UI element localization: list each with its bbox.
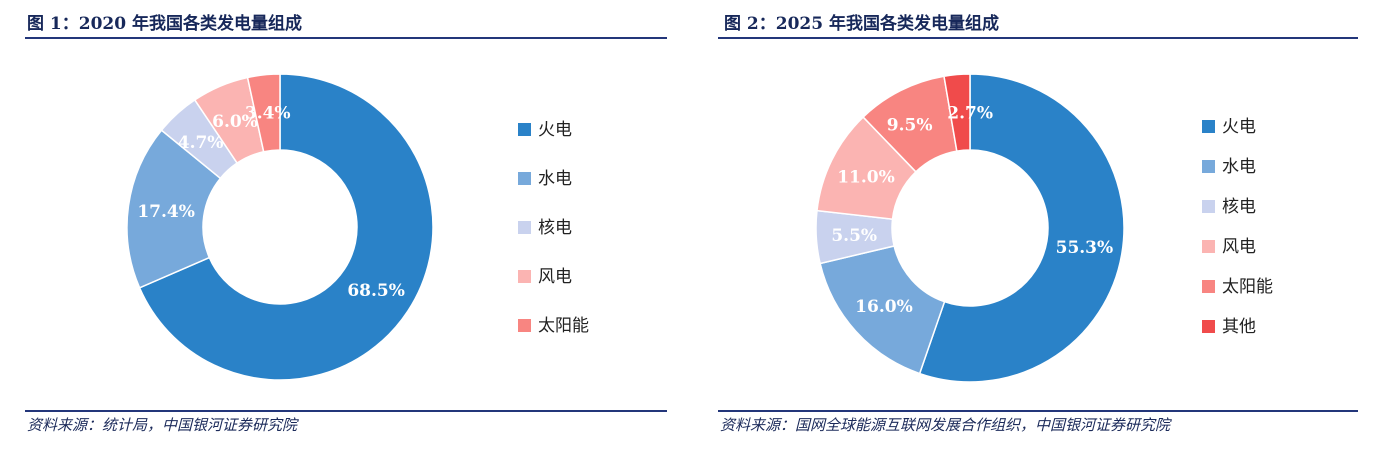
legend-item: 火电 — [538, 120, 572, 140]
slice-label: 17.4% — [137, 202, 195, 222]
slice-label: 6.0% — [212, 112, 258, 132]
title-rule — [25, 37, 667, 39]
legend-item: 核电 — [538, 218, 572, 238]
legend-item: 风电 — [538, 267, 572, 287]
slice-label: 16.0% — [855, 297, 913, 317]
figure-title: 图 1：2020 年我国各类发电量组成 — [27, 14, 302, 34]
slice-label: 3.4% — [245, 104, 291, 124]
slice-label: 55.3% — [1056, 238, 1114, 258]
legend-item: 火电 — [1222, 117, 1256, 137]
slice-label: 2.7% — [947, 103, 993, 123]
legend-item: 风电 — [1222, 237, 1256, 257]
legend-item: 其他 — [1222, 317, 1256, 337]
legend-item: 水电 — [1222, 157, 1256, 177]
legend-swatch — [1202, 320, 1215, 333]
slice-label: 4.7% — [178, 133, 224, 153]
legend-swatch — [1202, 280, 1215, 293]
source-rule — [25, 410, 667, 412]
legend-swatch — [518, 123, 531, 136]
legend-item: 太阳能 — [538, 316, 589, 336]
slice-水电 — [126, 129, 222, 289]
chart-panel-2020: 图 1：2020 年我国各类发电量组成 68.5% 17.4% 4.7% 6.0% 3.… — [0, 0, 680, 463]
slice-其他 — [943, 73, 971, 152]
slice-火电 — [138, 73, 434, 381]
legend-swatch — [518, 172, 531, 185]
source-note: 资料来源：国网全球能源互联网发展合作组织，中国银河证券研究院 — [720, 416, 1171, 434]
legend-item: 核电 — [1222, 197, 1256, 217]
chart-panel-2025: 图 2：2025 年我国各类发电量组成 55.3% 16.0% 5.5% 11.0% 9… — [713, 0, 1375, 463]
legend-swatch — [1202, 240, 1215, 253]
figure-title: 图 2：2025 年我国各类发电量组成 — [724, 14, 999, 34]
slice-label: 11.0% — [837, 168, 895, 188]
legend-swatch — [518, 270, 531, 283]
slice-火电 — [918, 73, 1125, 383]
legend-swatch — [518, 221, 531, 234]
slice-label: 68.5% — [347, 281, 405, 301]
legend-swatch — [1202, 160, 1215, 173]
legend-item: 太阳能 — [1222, 277, 1273, 297]
source-rule — [718, 410, 1358, 412]
legend-item: 水电 — [538, 169, 572, 189]
legend-swatch — [518, 319, 531, 332]
legend-swatch — [1202, 200, 1215, 213]
title-rule — [718, 37, 1358, 39]
slice-label: 9.5% — [887, 115, 933, 135]
source-note: 资料来源：统计局，中国银河证券研究院 — [27, 416, 298, 434]
slice-label: 5.5% — [831, 226, 877, 246]
slice-太阳能 — [246, 73, 281, 153]
legend-swatch — [1202, 120, 1215, 133]
